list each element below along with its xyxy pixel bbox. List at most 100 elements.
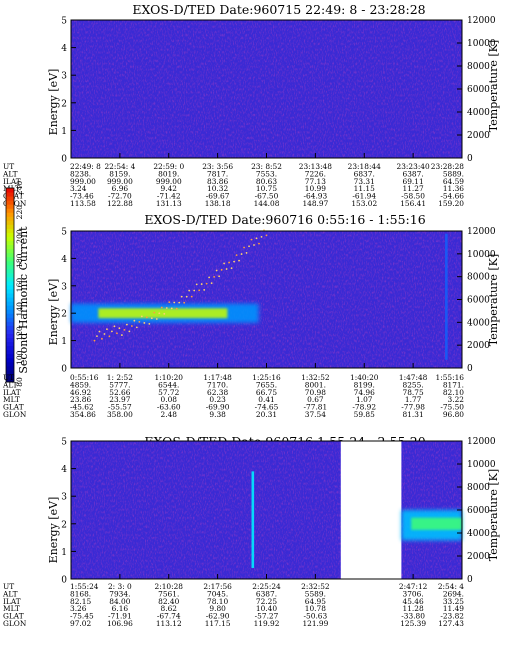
ephem-cell: 6544. [158, 380, 179, 389]
ephem-cell: 999.00 [107, 177, 133, 186]
ephem-cell: 2:54: 4 [438, 582, 464, 591]
colorbar-segment [6, 196, 14, 201]
ephem-cell: 153.02 [351, 199, 377, 208]
feature-dot [195, 283, 198, 286]
feature-dot [215, 269, 218, 272]
ephem-cell: 11.15 [354, 184, 375, 193]
ephem-cell: 20.31 [256, 410, 277, 419]
ephem-cell: 33.25 [443, 597, 464, 606]
ephem-cell: 3.22 [448, 395, 464, 404]
y2tick-label: 6000 [467, 85, 490, 95]
ephem-cell: -63.60 [157, 403, 181, 412]
feature-dot [98, 330, 101, 333]
ephem-cell: 11.36 [443, 184, 464, 193]
feature-dot [138, 320, 141, 323]
y2tick-label: 4000 [467, 108, 490, 118]
ytick-label: 0 [61, 365, 67, 375]
feature-dot [253, 244, 255, 246]
ephem-cell: 81.31 [403, 410, 424, 419]
panel-2-yticks: 0 1 2 3 4 5 [61, 228, 76, 375]
ephem-cell: 9.38 [209, 410, 226, 419]
ephem-row-label: ALT [2, 380, 18, 389]
feature-band [98, 308, 228, 319]
ephem-cell: 52.66 [109, 388, 130, 397]
feature-dot [175, 307, 178, 310]
colorbar-segment [6, 208, 14, 213]
ephem-cell: 8199. [354, 380, 375, 389]
ephem-cell: 1.77 [405, 395, 422, 404]
plot-noise [71, 20, 462, 158]
ephem-cell: 64.95 [305, 597, 326, 606]
y2tick-label: 8000 [467, 273, 490, 283]
ytick-label: 5 [61, 438, 67, 448]
feature-dot [205, 282, 208, 285]
y2tick-label: 8000 [467, 62, 490, 72]
panel-1-ylabel: Energy [eV] [47, 69, 60, 136]
ephem-cell: 59.85 [354, 410, 375, 419]
panel-3-y2label: Temperature [K] [487, 469, 500, 561]
ephem-cell: 78.75 [403, 388, 424, 397]
colorbar-segment [6, 216, 14, 221]
feature-dot [133, 319, 136, 322]
panel-3-yticks: 0 1 2 3 4 5 [61, 438, 76, 586]
feature-dot [103, 333, 106, 335]
ephem-cell: 70.98 [305, 388, 326, 397]
panel-1-yticks: 0 1 2 3 4 5 [61, 17, 76, 165]
feature-dot [245, 252, 248, 254]
ephem-cell: 23: 3:56 [202, 162, 233, 171]
ytick-label: 5 [61, 17, 67, 27]
ephem-cell: -45.62 [70, 403, 94, 412]
colorbar-segment [6, 365, 14, 371]
colorbar-segment [6, 276, 14, 282]
colorbar-bar [5, 187, 15, 383]
ephem-cell: 45.46 [403, 597, 424, 606]
feature-band [411, 517, 462, 530]
panel-3-y2ticks: 0 2000 4000 6000 8000 10000 12000 [457, 437, 496, 585]
colorbar-segment [6, 345, 14, 351]
ephem-cell: 37.54 [305, 410, 326, 419]
ephem-cell: 23.86 [70, 395, 91, 404]
feature-dot [120, 334, 123, 336]
ephem-cell: 138.18 [205, 199, 231, 208]
ephem-cell: 125.39 [400, 619, 426, 628]
ephem-cell: 0:55:16 [70, 373, 99, 382]
ephem-cell: -54.66 [440, 192, 464, 201]
y2tick-label: 0 [467, 575, 473, 585]
feature-dot [150, 317, 153, 320]
feature-dot [228, 261, 231, 264]
ephem-cell: 82.40 [158, 597, 179, 606]
ephem-row-label: MLT [3, 395, 20, 404]
y2tick-label: 6000 [467, 506, 490, 516]
colorbar-segment [6, 272, 14, 278]
ephem-cell: 1:55:16 [436, 373, 465, 382]
colorbar-segment [6, 264, 14, 270]
feature-dot [218, 275, 221, 278]
ephem-cell: 1.07 [356, 395, 373, 404]
y2tick-label: 12000 [467, 16, 496, 26]
ephem-cell: 6387. [403, 169, 424, 178]
y2tick-label: 0 [467, 364, 473, 374]
ephem-row-label: GLAT [3, 403, 24, 412]
feature-dot [135, 326, 138, 329]
ephem-row-label: ALT [2, 589, 18, 598]
ephem-cell: -64.93 [304, 192, 328, 201]
feature-dot [93, 339, 96, 342]
panel-2-ylabel: Energy [eV] [47, 279, 60, 346]
ephem-cell: -78.92 [352, 403, 376, 412]
ephem-cell: 1:47:48 [399, 373, 428, 382]
y2tick-label: 0 [467, 154, 473, 164]
panel-1: EXOS-D/TED Date:960715 22:49: 8 - 23:28:… [2, 2, 500, 208]
feature-dot [225, 268, 228, 270]
ephem-cell: -69.90 [206, 403, 230, 412]
ephem-cell: 74.96 [354, 388, 375, 397]
ephem-cell: 84.00 [109, 597, 130, 606]
ephem-cell: 97.02 [70, 619, 91, 628]
ephem-cell: 6837. [354, 169, 375, 178]
ephem-cell: 23:28:28 [431, 162, 464, 171]
colorbar-segment [6, 289, 14, 294]
feature-dot [160, 306, 163, 309]
feature-dot [140, 315, 143, 318]
panel-2-title: EXOS-D/TED Date:960716 0:55:16 - 1:55:16 [144, 212, 425, 227]
ephem-cell: 9.42 [161, 184, 177, 193]
feature-dot [213, 275, 216, 278]
